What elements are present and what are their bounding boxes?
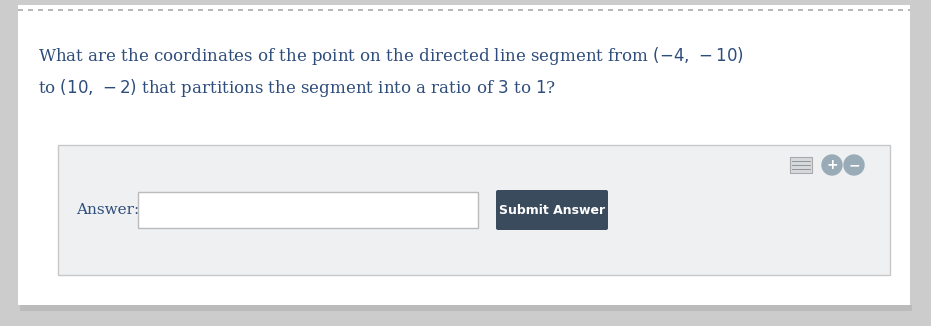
Text: Submit Answer: Submit Answer	[499, 203, 605, 216]
Circle shape	[822, 155, 842, 175]
Bar	[20, 305, 912, 311]
Text: What are the coordinates of the point on the directed line segment from $(-4,\,-: What are the coordinates of the point on…	[38, 45, 744, 67]
Text: +: +	[826, 158, 838, 172]
Bar	[790, 157, 812, 173]
Text: Answer:: Answer:	[76, 203, 140, 217]
FancyBboxPatch shape	[496, 190, 608, 230]
Bar	[138, 192, 478, 228]
Bar	[58, 145, 890, 275]
Text: −: −	[848, 158, 860, 172]
Circle shape	[844, 155, 864, 175]
Text: to $(10,\,-2)$ that partitions the segment into a ratio of $3$ to $1$?: to $(10,\,-2)$ that partitions the segme…	[38, 77, 556, 99]
